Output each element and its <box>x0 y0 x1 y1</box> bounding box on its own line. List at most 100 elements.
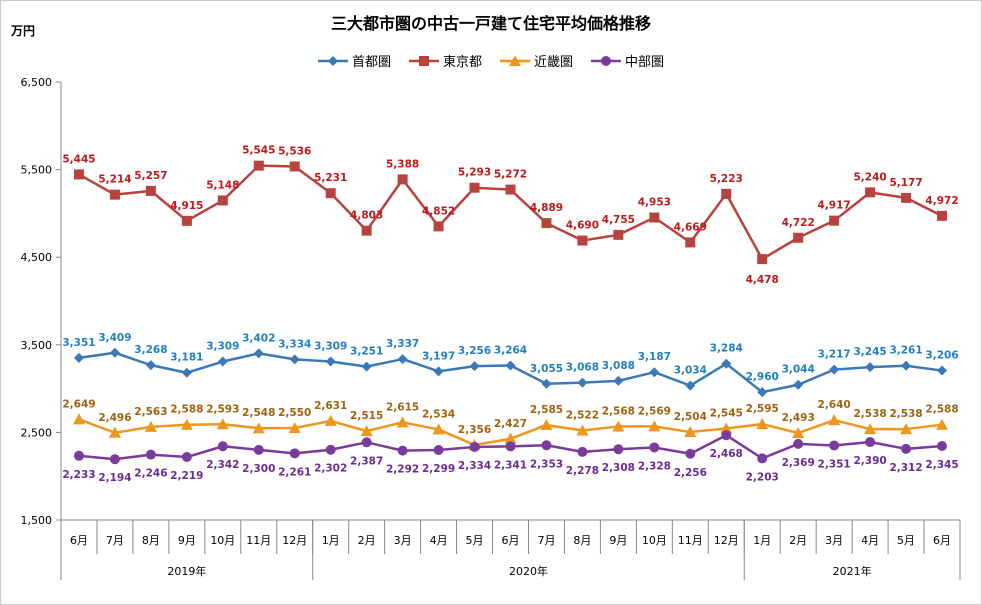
y-tick-label: 3,500 <box>21 339 53 352</box>
data-point <box>145 185 156 196</box>
data-point <box>937 210 948 221</box>
x-tick-label: 5月 <box>466 534 484 547</box>
data-label: 2,387 <box>350 455 383 467</box>
data-label: 2,299 <box>422 463 455 475</box>
data-label: 2,504 <box>674 411 707 423</box>
data-label: 3,251 <box>350 346 383 358</box>
data-point <box>757 387 768 398</box>
year-label: 2020年 <box>509 564 548 578</box>
data-point <box>216 418 229 430</box>
data-label: 3,187 <box>638 351 671 363</box>
data-point <box>612 420 625 432</box>
legend-label-shutoken: 首都圏 <box>351 55 391 70</box>
data-label: 2,522 <box>566 409 599 421</box>
data-label: 5,293 <box>458 167 491 179</box>
data-label: 4,690 <box>566 220 599 232</box>
data-point <box>756 418 769 430</box>
data-point <box>901 192 912 203</box>
x-tick-label: 2月 <box>789 534 807 547</box>
data-point <box>433 445 444 456</box>
data-point <box>865 187 876 198</box>
legend-label-tokyo: 東京都 <box>442 55 482 70</box>
data-point <box>685 237 696 248</box>
chart-title: 三大都市圏の中古一戸建て住宅平均価格推移 <box>330 14 651 33</box>
data-point <box>720 422 733 434</box>
data-label: 3,264 <box>494 344 527 356</box>
data-label: 3,068 <box>566 362 599 374</box>
data-label: 4,953 <box>638 197 671 209</box>
data-point <box>181 215 192 226</box>
x-tick-label: 10月 <box>642 534 667 547</box>
data-point <box>289 354 300 365</box>
data-label: 2,588 <box>925 404 958 416</box>
data-label: 4,889 <box>530 202 563 214</box>
x-tick-label: 6月 <box>502 534 520 547</box>
data-point <box>577 235 588 246</box>
data-label: 2,468 <box>710 448 743 460</box>
data-label: 2,328 <box>638 460 671 472</box>
data-point <box>648 420 661 432</box>
legend-label-chubu: 中部圏 <box>625 55 665 70</box>
data-label: 2,631 <box>314 400 347 412</box>
data-label: 3,268 <box>134 344 167 356</box>
data-point <box>613 444 624 455</box>
y-tick-label: 1,500 <box>21 514 53 527</box>
data-label: 2,261 <box>278 466 311 478</box>
data-label: 3,197 <box>422 350 455 362</box>
x-tick-label: 11月 <box>678 534 703 547</box>
data-label: 3,245 <box>853 346 886 358</box>
x-tick-label: 3月 <box>394 534 412 547</box>
x-tick-label: 2月 <box>358 534 376 547</box>
data-point <box>253 348 264 359</box>
data-label: 3,088 <box>602 360 635 372</box>
data-point <box>649 367 660 378</box>
data-label: 2,256 <box>674 467 707 479</box>
data-point <box>937 440 948 451</box>
x-tick-label: 7月 <box>537 534 555 547</box>
data-label: 2,615 <box>386 401 419 413</box>
data-label: 2,219 <box>170 470 203 482</box>
legend-item-shutoken: 首都圏 <box>317 51 391 70</box>
data-point <box>433 366 444 377</box>
data-label: 2,538 <box>853 408 886 420</box>
data-label: 2,369 <box>782 457 815 469</box>
data-point <box>397 354 408 365</box>
data-label: 2,341 <box>494 459 527 471</box>
data-point <box>433 221 444 232</box>
data-label: 5,545 <box>242 145 275 157</box>
x-tick-label: 5月 <box>897 534 915 547</box>
data-point <box>289 161 300 172</box>
data-point <box>144 420 157 432</box>
data-label: 2,595 <box>746 403 779 415</box>
data-label: 4,669 <box>674 221 707 233</box>
data-label: 2,342 <box>206 459 239 471</box>
data-point <box>469 441 480 452</box>
data-point <box>217 195 228 206</box>
data-point <box>792 427 805 439</box>
y-tick-label: 4,500 <box>21 251 53 264</box>
data-point <box>109 189 120 200</box>
data-point <box>504 432 517 444</box>
data-label: 3,044 <box>782 364 815 376</box>
data-label: 4,755 <box>602 214 635 226</box>
data-label: 3,409 <box>98 332 131 344</box>
data-label: 5,257 <box>134 170 167 182</box>
legend-marker-diamond-icon <box>317 55 348 66</box>
x-tick-label: 1月 <box>322 534 340 547</box>
data-point <box>649 212 660 223</box>
data-label: 2,538 <box>889 408 922 420</box>
data-point <box>793 232 804 243</box>
data-point <box>685 448 696 459</box>
data-label: 2,300 <box>242 463 275 475</box>
x-tick-label: 10月 <box>210 534 235 547</box>
data-point <box>576 424 589 436</box>
data-label: 3,181 <box>170 352 203 364</box>
legend-item-tokyo: 東京都 <box>408 51 482 70</box>
data-point <box>252 422 265 434</box>
data-label: 5,240 <box>853 171 886 183</box>
data-point <box>145 449 156 460</box>
data-point <box>361 225 372 236</box>
data-point <box>288 422 301 434</box>
data-point <box>109 347 120 358</box>
data-label: 2,563 <box>134 406 167 418</box>
